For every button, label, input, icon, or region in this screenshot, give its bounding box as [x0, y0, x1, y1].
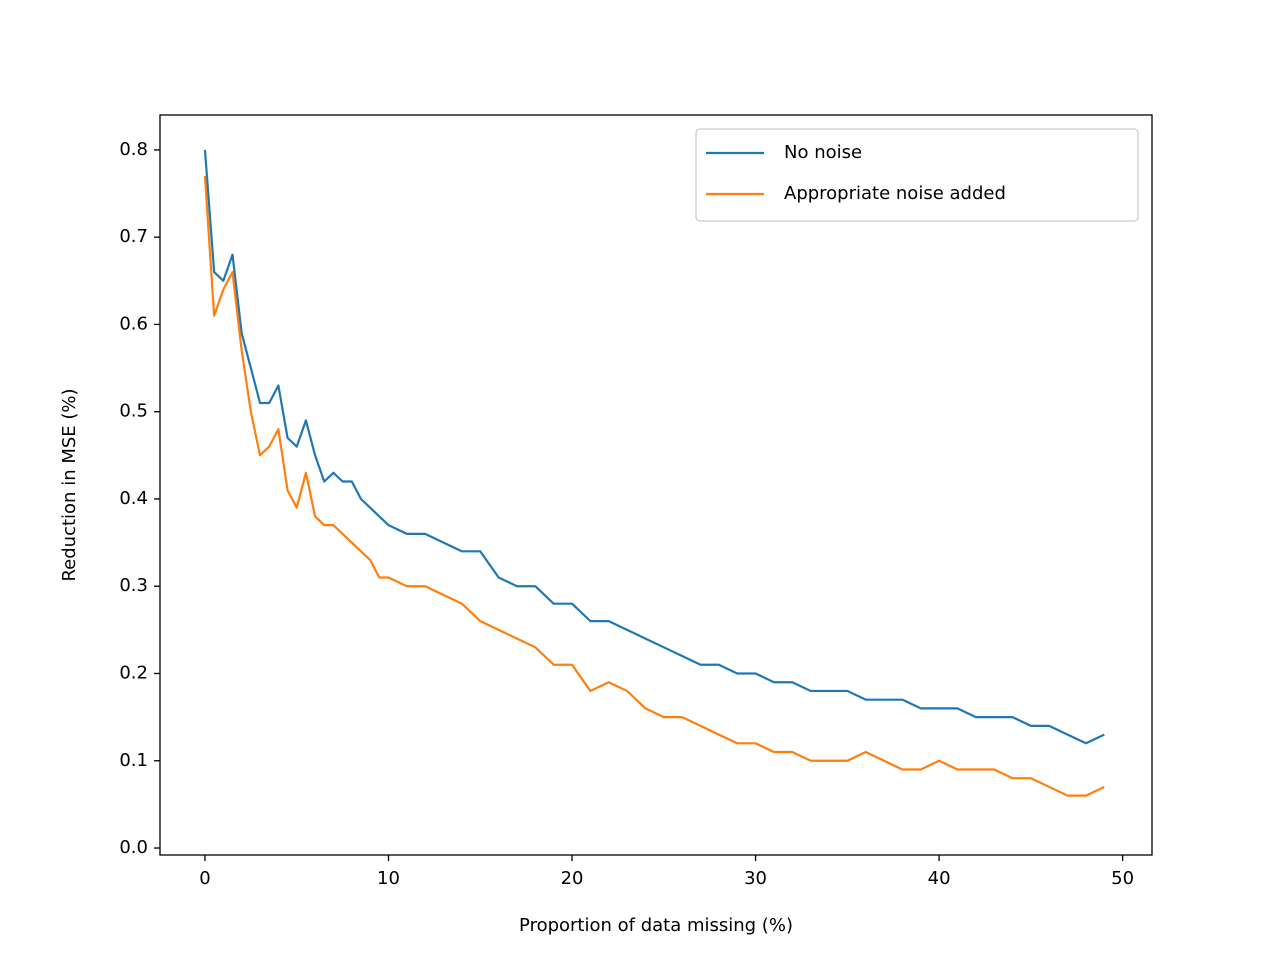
y-tick-label: 0.7 [119, 226, 148, 247]
x-tick-label: 40 [928, 868, 951, 889]
y-tick-label: 0.1 [119, 750, 148, 771]
x-tick-label: 20 [561, 868, 584, 889]
y-tick-label: 0.3 [119, 575, 148, 596]
y-tick-label: 0.8 [119, 139, 148, 160]
y-axis-label: Reduction in MSE (%) [59, 388, 80, 581]
series-line [203, 176, 1105, 797]
legend-box [695, 128, 1139, 222]
y-tick-label: 0.0 [119, 837, 148, 858]
x-tick-label: 10 [377, 868, 400, 889]
y-tick-label: 0.6 [119, 313, 148, 334]
legend-label: Appropriate noise added [784, 183, 1006, 204]
y-tick-label: 0.4 [119, 488, 148, 509]
series-line [203, 149, 1105, 745]
x-axis-label: Proportion of data missing (%) [519, 915, 793, 936]
x-tick-label: 30 [744, 868, 767, 889]
y-tick-label: 0.5 [119, 401, 148, 422]
legend-label: No noise [784, 142, 862, 163]
x-tick-label: 50 [1111, 868, 1134, 889]
y-tick-label: 0.2 [119, 662, 148, 683]
plot-frame [159, 114, 1153, 856]
x-tick-label: 0 [199, 868, 210, 889]
